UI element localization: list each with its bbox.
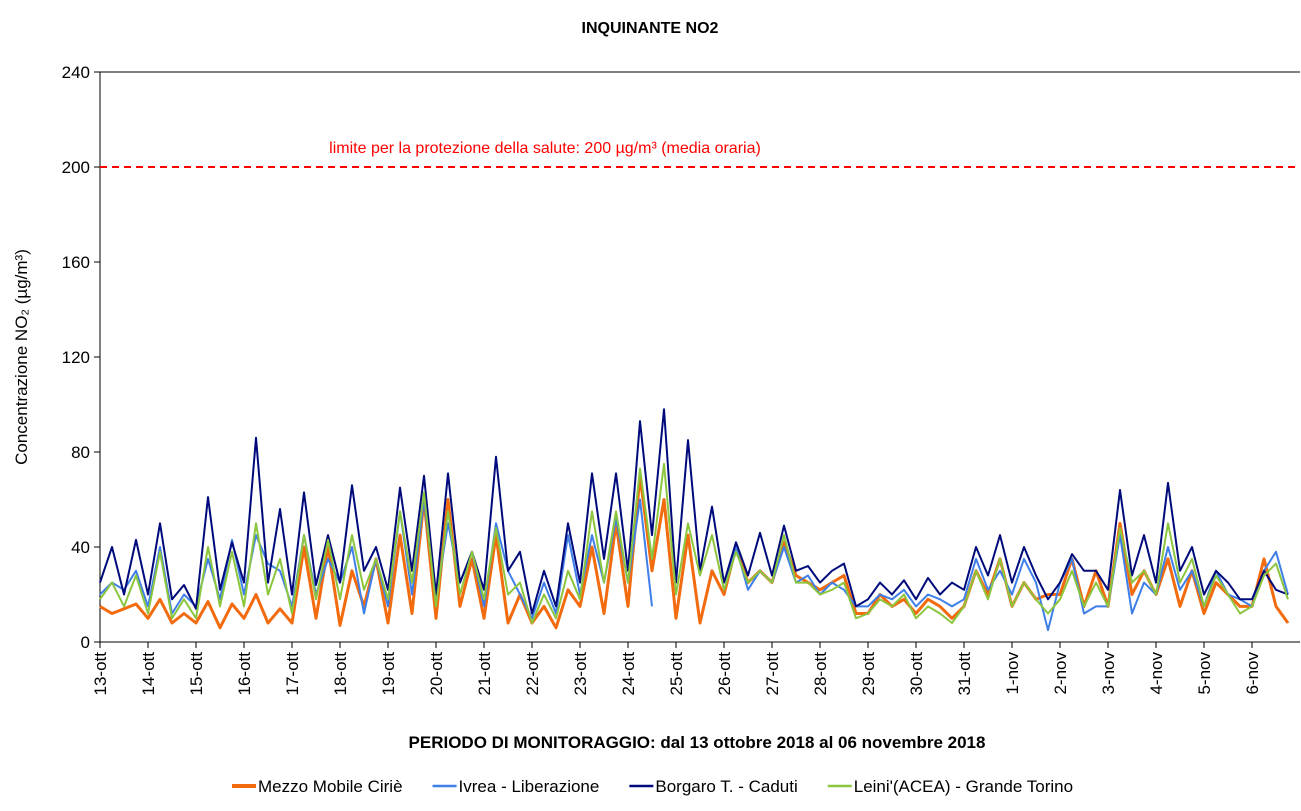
x-tick-label: 20-ott: [427, 652, 446, 696]
y-tick-label: 0: [81, 633, 90, 652]
x-tick-label: 29-ott: [859, 652, 878, 696]
x-tick-label: 13-ott: [91, 652, 110, 696]
y-tick-label: 200: [62, 158, 90, 177]
legend-label: Borgaro T. - Caduti: [655, 777, 797, 796]
x-tick-label: 14-ott: [139, 652, 158, 696]
x-tick-label: 2-nov: [1051, 652, 1070, 695]
x-tick-label: 16-ott: [235, 652, 254, 696]
x-tick-label: 5-nov: [1195, 652, 1214, 695]
x-tick-label: 25-ott: [667, 652, 686, 696]
legend-label: Ivrea - Liberazione: [459, 777, 600, 796]
legend-label: Leini'(ACEA) - Grande Torino: [854, 777, 1073, 796]
x-tick-label: 28-ott: [811, 652, 830, 696]
x-tick-label: 19-ott: [379, 652, 398, 696]
x-tick-label: 27-ott: [763, 652, 782, 696]
series-line: [99, 408, 1289, 615]
x-axis-title: PERIODO DI MONITORAGGIO: dal 13 ottobre …: [409, 733, 986, 752]
chart-title: INQUINANTE NO2: [582, 20, 719, 37]
series-line: [99, 474, 1290, 630]
y-tick-label: 120: [62, 348, 90, 367]
x-tick-label: 31-ott: [955, 652, 974, 696]
legend-label: Mezzo Mobile Ciriè: [258, 777, 403, 796]
series-line: [99, 462, 1289, 624]
x-tick-label: 3-nov: [1099, 652, 1118, 695]
x-tick-label: 4-nov: [1147, 652, 1166, 695]
y-tick-label: 80: [71, 443, 90, 462]
x-tick-label: 21-ott: [475, 652, 494, 696]
x-tick-label: 6-nov: [1243, 652, 1262, 695]
threshold-label: limite per la protezione della salute: 2…: [329, 140, 761, 157]
x-tick-label: 22-ott: [523, 652, 542, 696]
x-tick-label: 17-ott: [283, 652, 302, 696]
y-tick-label: 40: [71, 538, 90, 557]
y-tick-label: 240: [62, 63, 90, 82]
x-tick-label: 18-ott: [331, 652, 350, 696]
y-axis-title: Concentrazione NO₂ (µg/m³): [12, 249, 31, 465]
x-tick-label: 23-ott: [571, 652, 590, 696]
y-tick-label: 160: [62, 253, 90, 272]
x-tick-label: 30-ott: [907, 652, 926, 696]
x-tick-label: 26-ott: [715, 652, 734, 696]
x-tick-label: 1-nov: [1003, 652, 1022, 695]
x-tick-label: 15-ott: [187, 652, 206, 696]
x-tick-label: 24-ott: [619, 652, 638, 696]
